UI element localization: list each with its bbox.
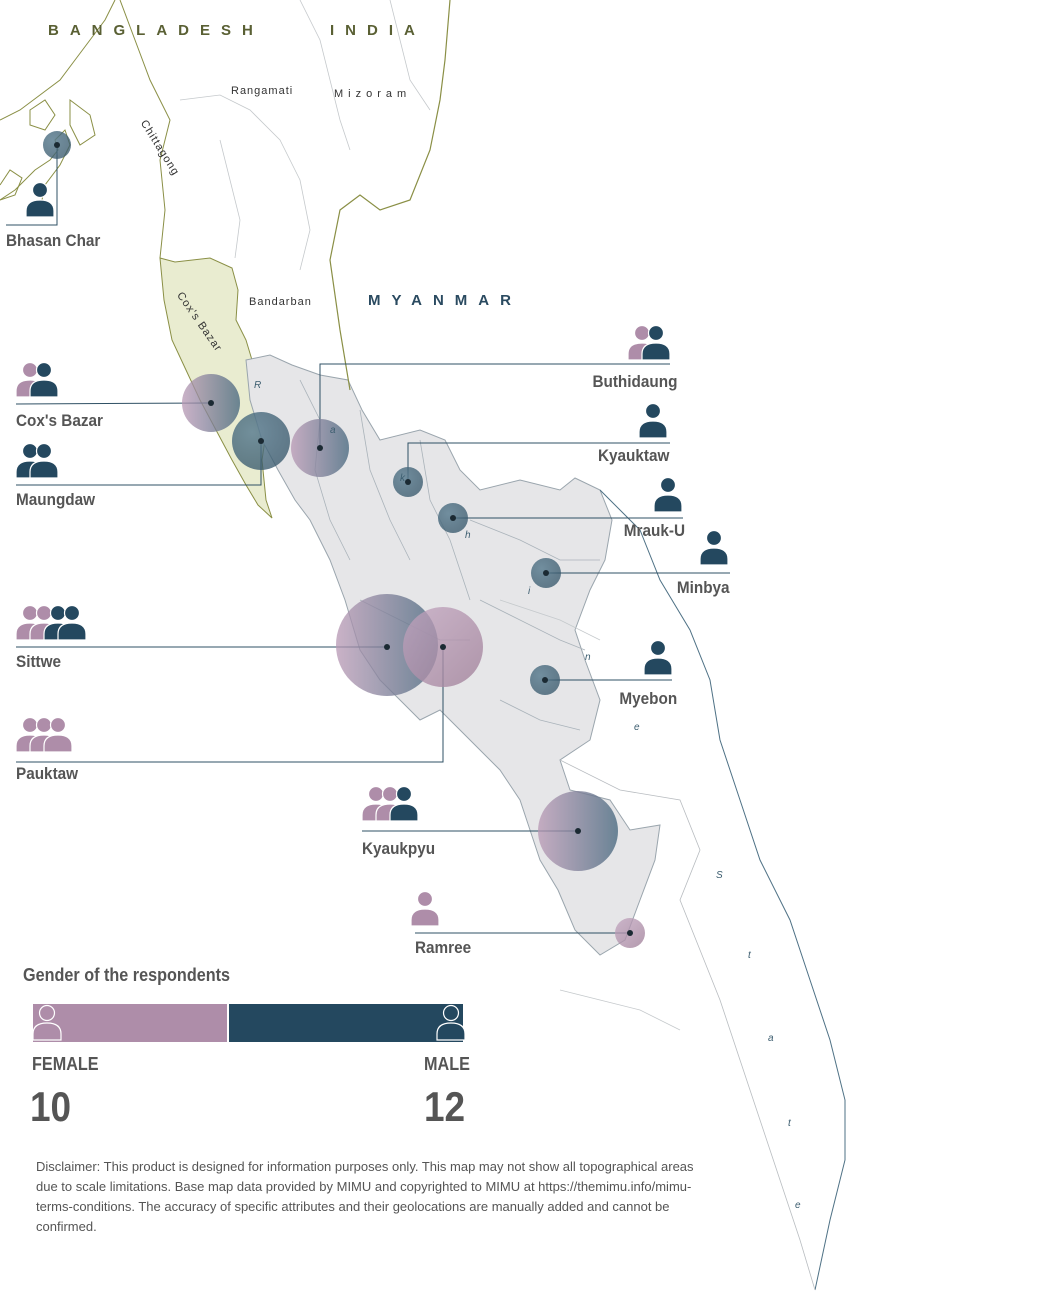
person-icon: [25, 181, 55, 218]
state-letter: S: [716, 870, 723, 881]
state-letter: e: [795, 1200, 801, 1211]
female-label: FEMALE: [32, 1054, 99, 1074]
person-icon: [653, 476, 683, 513]
state-letter: h: [465, 530, 471, 541]
country-label-myanmar: MYANMAR: [368, 292, 522, 309]
male-count: 12: [424, 1083, 466, 1130]
state-letter: k: [400, 473, 405, 484]
person-icon: [638, 402, 668, 439]
state-letter: a: [768, 1033, 774, 1044]
location-label-ramree: Ramree: [415, 938, 472, 957]
female-count: 10: [30, 1083, 72, 1130]
location-label-sittwe: Sittwe: [16, 652, 62, 671]
person-icon: [29, 442, 59, 479]
legend-title: Gender of the respondents: [23, 965, 231, 985]
respondent-icons: [15, 181, 729, 927]
state-letter: e: [634, 722, 640, 733]
location-label-mrauk-u: Mrauk-U: [623, 521, 685, 540]
location-label-kyauktaw: Kyauktaw: [597, 446, 669, 465]
region-label-rangamati: Rangamati: [231, 85, 294, 97]
state-letter: a: [330, 425, 336, 436]
state-letter: t: [748, 950, 751, 961]
location-label-maungdaw: Maungdaw: [16, 490, 96, 509]
person-icon: [43, 716, 73, 753]
location-dots: [54, 142, 633, 936]
male-bar: [229, 1004, 463, 1042]
female-bar: [33, 1004, 228, 1042]
person-icon: [29, 361, 59, 398]
location-label-minbya: Minbya: [677, 578, 730, 597]
state-letter: R: [254, 380, 262, 391]
state-letter: t: [788, 1118, 791, 1129]
location-label-bhasan-char: Bhasan Char: [6, 231, 101, 250]
state-letter: n: [585, 652, 591, 663]
location-label-kyaukpyu: Kyaukpyu: [362, 839, 436, 858]
country-label-bangladesh: BANGLADESH: [48, 22, 264, 39]
location-label-buthidaung: Buthidaung: [592, 372, 677, 391]
state-letter: i: [528, 586, 531, 597]
person-icon: [389, 785, 419, 822]
person-icon: [410, 890, 440, 927]
location-label-myebon: Myebon: [619, 689, 677, 708]
location-label-coxs-bazar: Cox's Bazar: [16, 411, 103, 430]
location-label-pauktaw: Pauktaw: [16, 764, 79, 783]
person-icon: [643, 639, 673, 676]
male-label: MALE: [424, 1054, 470, 1074]
person-icon: [641, 324, 671, 361]
disclaimer: Disclaimer: This product is designed for…: [36, 1159, 694, 1234]
region-label-mizoram: Mizoram: [334, 88, 412, 100]
person-icon: [57, 604, 87, 641]
country-label-india: INDIA: [330, 22, 426, 39]
region-label-bandarban: Bandarban: [249, 296, 312, 308]
person-icon: [699, 529, 729, 566]
